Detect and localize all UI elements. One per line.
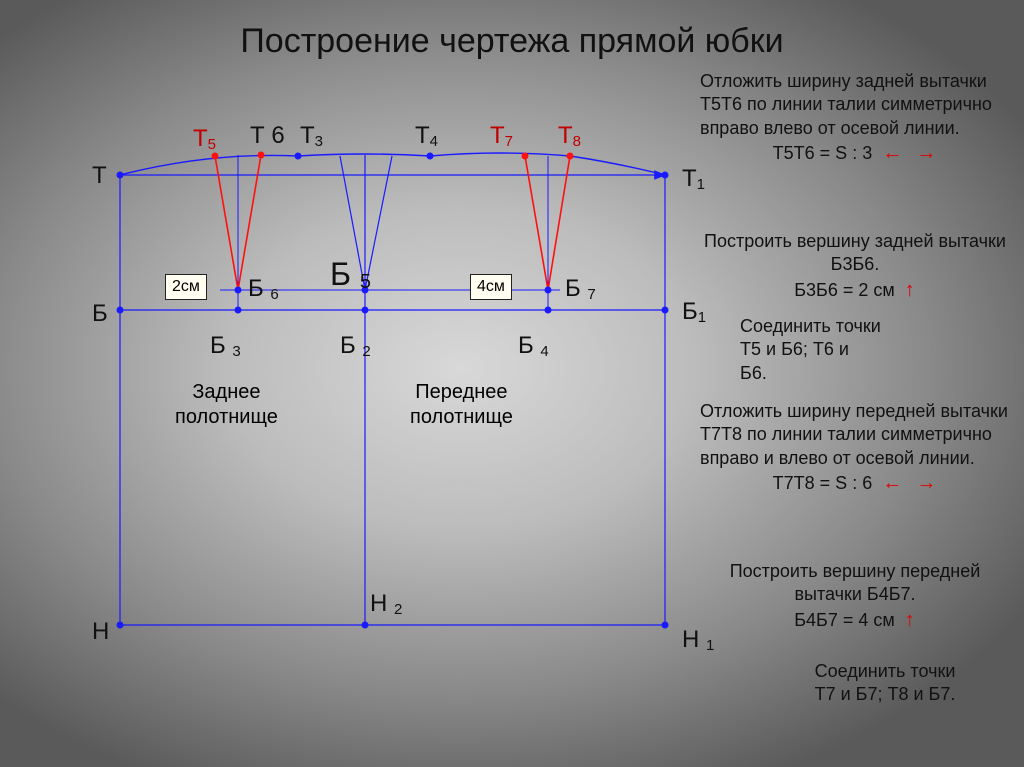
lbl-T4: Т4 xyxy=(415,122,438,150)
lbl-T7: Т7 xyxy=(490,122,513,150)
pt-T5 xyxy=(212,153,219,160)
pt-T3 xyxy=(295,153,302,160)
pt-B xyxy=(117,307,124,314)
pt-B1 xyxy=(662,307,669,314)
lbl-T1: Т1 xyxy=(682,165,705,193)
lbl-H2: Н 2 xyxy=(370,590,402,618)
pt-B6 xyxy=(235,287,242,294)
pt-T xyxy=(117,172,124,179)
instr-4: Отложить ширину передней вытачки Т7Т8 по… xyxy=(700,400,1010,496)
lbl-H: Н xyxy=(92,618,109,646)
lbl-B2: Б 2 xyxy=(340,332,371,360)
instr-1: Отложить ширину задней вытачки Т5Т6 по л… xyxy=(700,70,1010,166)
panel-front: Переднее полотнище xyxy=(410,380,513,430)
lbl-T8: Т8 xyxy=(558,122,581,150)
instr-2: Построить вершину задней вытачки Б3Б6. Б… xyxy=(700,230,1010,303)
lbl-B5: Б 5 xyxy=(330,256,371,294)
pt-T8 xyxy=(567,153,574,160)
arrows-lr-icon: ← → xyxy=(882,142,937,164)
lbl-B: Б xyxy=(92,300,108,328)
pt-B4 xyxy=(545,307,552,314)
diagram-stage: Построение чертежа прямой юбки xyxy=(0,0,1024,767)
lbl-B4: Б 4 xyxy=(518,332,549,360)
lbl-T3: Т3 xyxy=(300,122,323,150)
pt-H1 xyxy=(662,622,669,629)
lbl-B7: Б 7 xyxy=(565,275,596,303)
pt-B7 xyxy=(545,287,552,294)
arrow-up-icon: ↑ xyxy=(905,609,916,631)
lbl-T5: Т5 xyxy=(193,125,216,153)
instr-6: Соединить точки Т7 и Б7; Т8 и Б7. xyxy=(730,660,1024,707)
box-2cm: 2см xyxy=(165,274,207,300)
panel-back: Заднее полотнище xyxy=(175,380,278,430)
lbl-B6: Б 6 xyxy=(248,275,279,303)
lbl-B3: Б 3 xyxy=(210,332,241,360)
pt-B2 xyxy=(362,307,369,314)
arrows-lr-icon: ← → xyxy=(882,472,937,494)
lbl-T6: Т 6 xyxy=(250,122,285,150)
pt-T7 xyxy=(522,153,529,160)
pt-H2 xyxy=(362,622,369,629)
box-4cm: 4см xyxy=(470,274,512,300)
instr-5: Построить вершину передней вытачки Б4Б7.… xyxy=(700,560,1010,633)
arrow-up-icon: ↑ xyxy=(905,279,916,301)
pt-T6 xyxy=(258,152,265,159)
lbl-T: Т xyxy=(92,162,107,190)
pt-B3 xyxy=(235,307,242,314)
pt-T1 xyxy=(662,172,669,179)
pt-H xyxy=(117,622,124,629)
pt-T4 xyxy=(427,153,434,160)
instr-3: Соединить точки Т5 и Б6; Т6 и Б6. xyxy=(740,315,1020,385)
